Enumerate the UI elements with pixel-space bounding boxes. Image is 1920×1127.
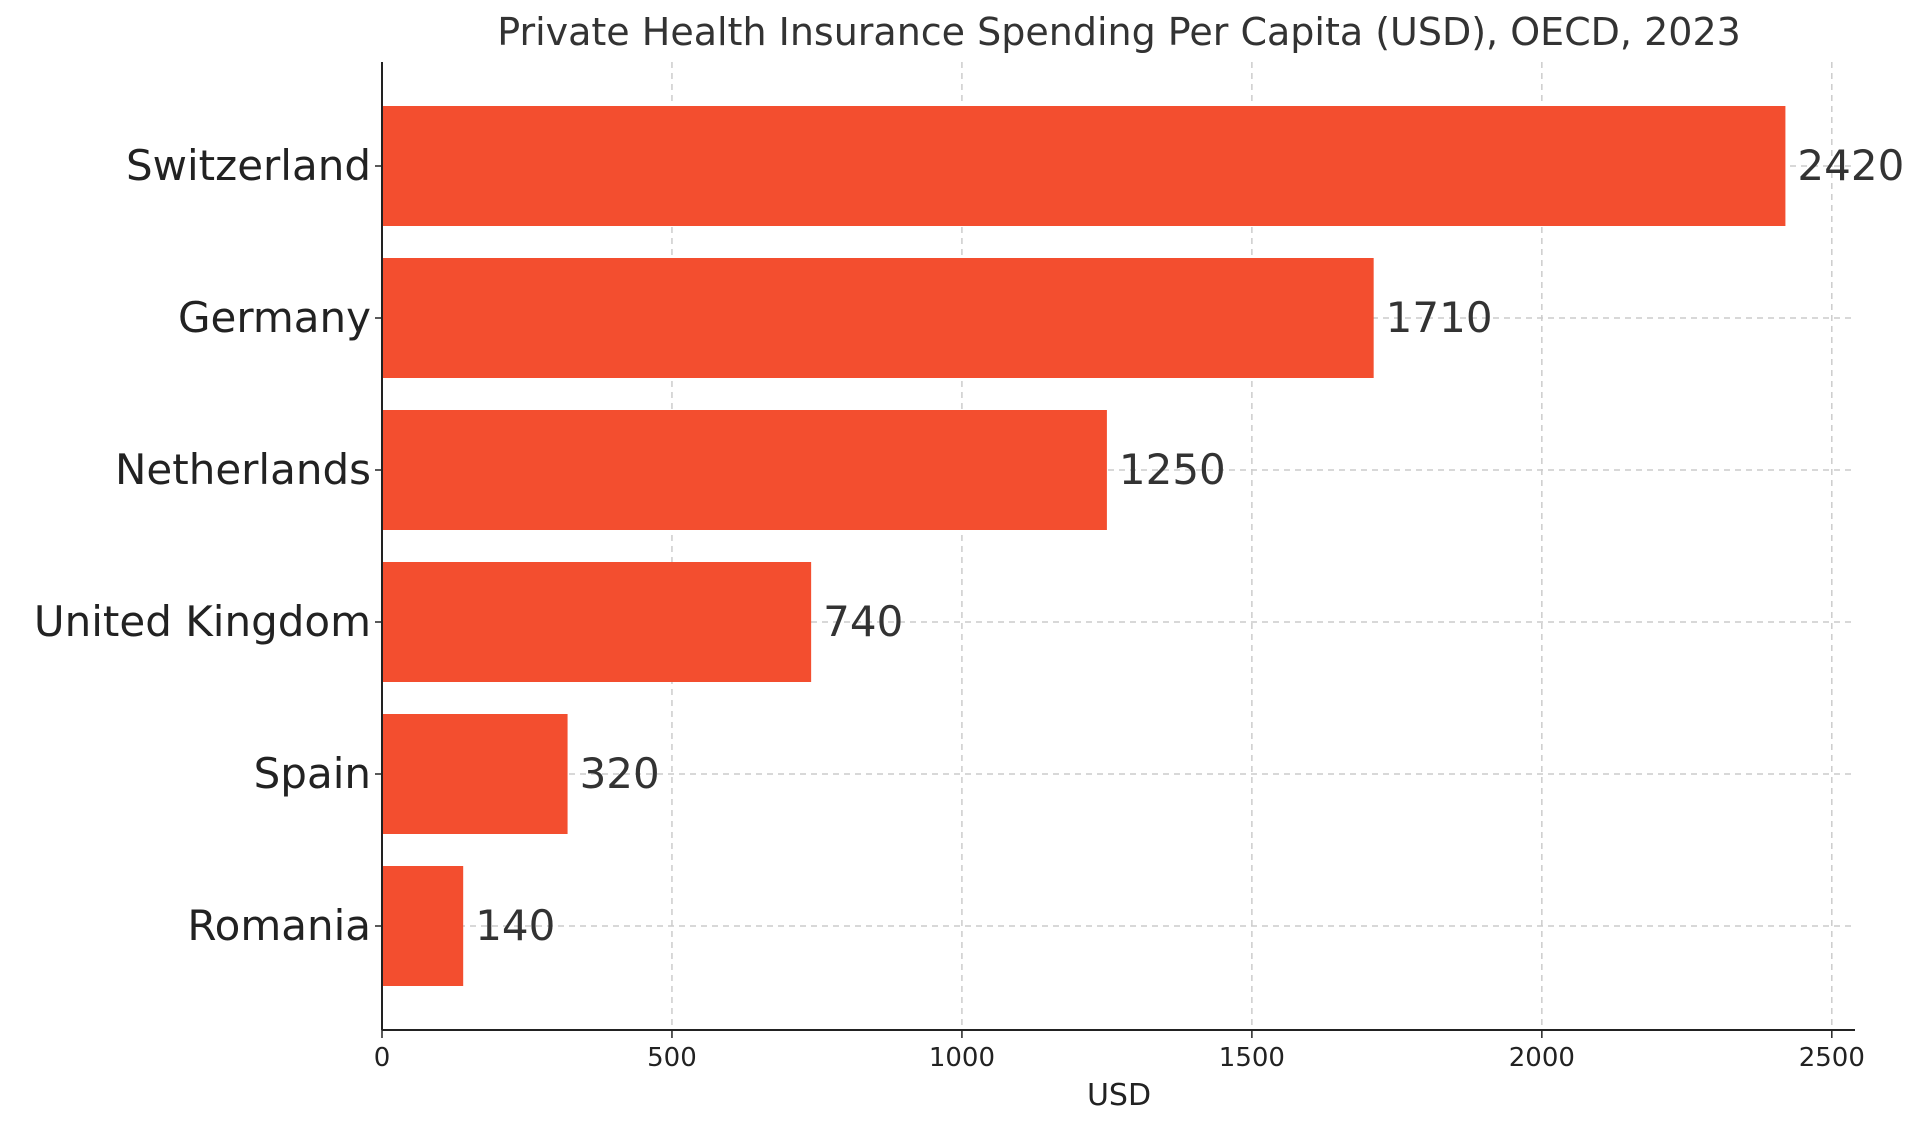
x-tick-label: 500 — [647, 1043, 697, 1073]
value-label: 320 — [580, 749, 660, 798]
bar — [382, 410, 1107, 530]
bar — [382, 714, 568, 834]
y-tick-label: Switzerland — [126, 141, 371, 190]
bars — [382, 106, 1786, 986]
value-label: 740 — [823, 597, 903, 646]
y-tick-label: Spain — [254, 749, 371, 798]
bar — [382, 106, 1786, 226]
bar — [382, 866, 464, 986]
x-tick-label: 0 — [374, 1043, 391, 1073]
value-labels: 2420 1710 1250 740 320 140 — [475, 141, 1904, 950]
x-tick-label: 1500 — [1219, 1043, 1285, 1073]
bar — [382, 258, 1374, 378]
value-label: 2420 — [1797, 141, 1904, 190]
x-tick-label: 2500 — [1799, 1043, 1865, 1073]
chart-title: Private Health Insurance Spending Per Ca… — [497, 10, 1741, 54]
value-label: 1710 — [1386, 293, 1493, 342]
y-tick-label: Romania — [187, 901, 371, 950]
y-tick-label: Germany — [178, 293, 371, 342]
y-tick-label: United Kingdom — [34, 597, 371, 646]
x-tick-label: 1000 — [929, 1043, 995, 1073]
bar — [382, 562, 812, 682]
x-axis-ticks: 0 500 1000 1500 2000 2500 — [374, 165, 1865, 1073]
value-label: 140 — [475, 901, 555, 950]
value-label: 1250 — [1119, 445, 1226, 494]
y-tick-label: Netherlands — [115, 445, 371, 494]
x-tick-label: 2000 — [1509, 1043, 1575, 1073]
y-axis-tick-labels: Switzerland Germany Netherlands United King… — [34, 141, 371, 950]
x-axis-label: USD — [1087, 1078, 1151, 1113]
